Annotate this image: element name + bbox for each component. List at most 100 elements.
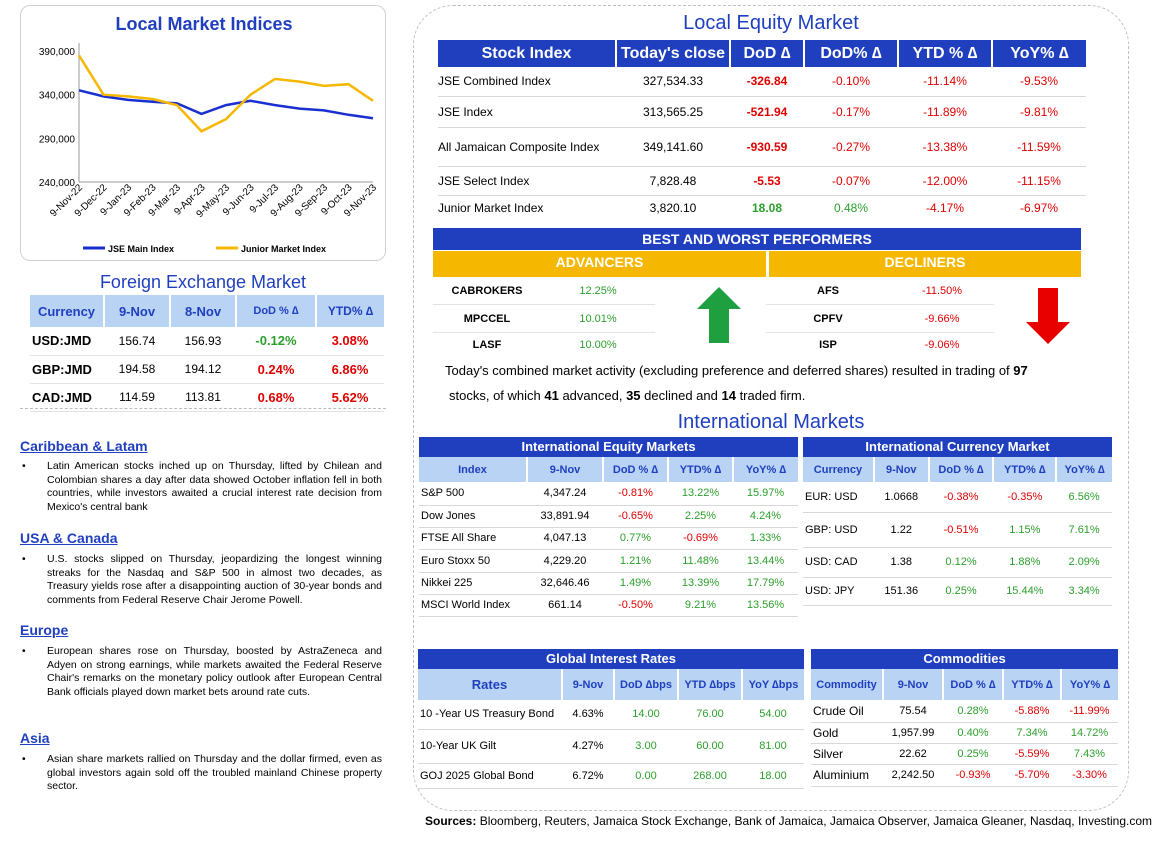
eq-ytd: -11.89% — [898, 96, 992, 128]
rates-table: Rates 9-Nov DoD ∆bps YTD ∆bps YoY ∆bps 1… — [418, 669, 804, 789]
table-row: USD: JPY 151.36 0.25% 15.44% 3.34% — [803, 577, 1112, 606]
ie-ytd: -0.69% — [668, 527, 733, 550]
ie-yoy: 4.24% — [733, 505, 798, 528]
summary-advanced: 41 — [544, 388, 559, 403]
fx-row: USD:JMD 156.74 156.93 -0.12% 3.08% — [30, 327, 384, 356]
market-summary: Today's combined market activity (exclud… — [445, 358, 1085, 408]
cm-name: Silver — [811, 743, 883, 765]
summary-firm: 14 — [721, 388, 736, 403]
decliner-pct: -9.06% — [924, 339, 960, 351]
ie-name: MSCI World Index — [419, 594, 527, 617]
ie-v: 4,347.24 — [527, 482, 603, 506]
fx-currency: CAD:JMD — [30, 383, 104, 412]
summary-text: traded firm. — [735, 388, 806, 403]
ic-yoy: 3.34% — [1056, 577, 1112, 606]
list-item: CPFV -9.66% — [766, 305, 994, 333]
eq-dodp: 0.48% — [833, 201, 869, 216]
legend-label-jse: JSE Main Index — [108, 244, 174, 254]
cm-dod: 0.25% — [943, 743, 1003, 765]
cm-ytd: -5.59% — [1003, 743, 1061, 765]
table-row: Silver 22.62 0.25% -5.59% 7.43% — [811, 743, 1118, 765]
table-row: USD: CAD 1.38 0.12% 1.88% 2.09% — [803, 547, 1112, 578]
fx-row: GBP:JMD 194.58 194.12 0.24% 6.86% — [30, 355, 384, 384]
eq-close: 349,141.60 — [616, 127, 730, 167]
ie-v: 4,047.13 — [527, 527, 603, 550]
news-text: European shares rose on Thursday, booste… — [47, 645, 382, 698]
ie-header: 9-Nov — [527, 457, 604, 482]
eq-header-close: Today's close — [616, 40, 731, 67]
ie-name: FTSE All Share — [419, 527, 527, 550]
table-row: Gold 1,957.99 0.40% 7.34% 14.72% — [811, 722, 1118, 744]
table-row: Junior Market Index 3,820.10 18.08 0.48%… — [438, 195, 1086, 221]
eq-ytd: -4.17% — [925, 201, 965, 216]
chart-title: Local Market Indices — [115, 14, 293, 34]
fx-ytd: 3.08% — [316, 327, 384, 356]
ic-name: USD: CAD — [803, 547, 874, 578]
news-item-asia: • Asian share markets rallied on Thursda… — [20, 753, 382, 794]
ic-dod: -0.51% — [928, 512, 994, 548]
bullet-icon: • — [22, 753, 26, 765]
ic-yoy: 6.56% — [1056, 482, 1112, 513]
junior-market-series-line — [77, 54, 374, 133]
eq-yoy: -9.81% — [992, 96, 1086, 128]
eq-header-ytd: YTD % ∆ — [898, 40, 993, 67]
cm-header: YTD% ∆ — [1003, 669, 1062, 700]
ie-yoy: 13.44% — [733, 549, 798, 573]
ic-v: 1.22 — [873, 512, 929, 548]
sources-line: Sources: Bloomberg, Reuters, Jamaica Sto… — [425, 814, 1152, 828]
rt-ytd: 268.00 — [678, 763, 742, 789]
ie-header: YoY% ∆ — [733, 457, 798, 482]
cm-name: Aluminium — [811, 764, 883, 787]
ie-dod: -0.81% — [603, 482, 668, 506]
cm-header: Commodity — [811, 669, 884, 700]
y-tick-label: 340,000 — [39, 91, 76, 102]
rt-name: 10 -Year US Treasury Bond — [418, 700, 562, 730]
sources-label: Sources: — [425, 814, 477, 828]
ic-name: USD: JPY — [803, 577, 874, 606]
news-head-usa[interactable]: USA & Canada — [20, 530, 118, 546]
eq-name: Junior Market Index — [438, 201, 544, 216]
eq-header-yoy: YoY% ∆ — [992, 40, 1086, 67]
cm-header: DoD % ∆ — [943, 669, 1004, 700]
ie-ytd: 9.21% — [668, 594, 733, 617]
down-arrow-icon — [1026, 288, 1070, 344]
fx-dod: -0.12% — [236, 327, 316, 356]
news-text: Latin American stocks inched up on Thurs… — [47, 460, 382, 513]
rt-v: 4.27% — [562, 729, 614, 764]
table-row: FTSE All Share 4,047.13 0.77% -0.69% 1.33% — [419, 527, 798, 550]
right-panel-border — [413, 5, 1129, 811]
fx-prev: 113.81 — [170, 383, 236, 412]
ie-ytd: 11.48% — [668, 549, 733, 573]
list-item: AFS -11.50% — [766, 277, 994, 305]
ie-name: S&P 500 — [419, 482, 527, 506]
bullet-icon: • — [22, 460, 26, 472]
list-item: CABROKERS 12.25% — [433, 277, 655, 305]
cm-yoy: 14.72% — [1061, 722, 1118, 744]
fx-ytd: 5.62% — [316, 383, 384, 412]
table-row: GBP: USD 1.22 -0.51% 1.15% 7.61% — [803, 512, 1112, 548]
news-head-caribbean[interactable]: Caribbean & Latam — [20, 438, 148, 454]
news-head-europe[interactable]: Europe — [20, 622, 69, 638]
ie-v: 4,229.20 — [527, 549, 603, 573]
eq-dodp: -0.07% — [804, 166, 898, 196]
rt-v: 6.72% — [562, 763, 614, 789]
summary-total: 97 — [1013, 363, 1028, 378]
table-row: Crude Oil 75.54 0.28% -5.88% -11.99% — [811, 700, 1118, 723]
news-head-asia[interactable]: Asia — [20, 730, 50, 746]
ic-header: YTD% ∆ — [993, 457, 1058, 482]
ie-header: YTD% ∆ — [668, 457, 734, 482]
ie-dod: 1.49% — [603, 572, 668, 595]
jse-main-series-line — [78, 89, 374, 120]
fx-table: Currency 9-Nov 8-Nov DoD % ∆ YTD% ∆ USD:… — [30, 295, 384, 412]
advancer-pct: 10.00% — [579, 339, 617, 351]
eq-ytd: -11.14% — [898, 67, 992, 97]
ie-dod: -0.65% — [603, 505, 668, 528]
eq-ytd: -13.38% — [898, 127, 992, 167]
ie-ytd: 2.25% — [668, 505, 733, 528]
table-row: JSE Combined Index 327,534.33 -326.84 -0… — [438, 67, 1086, 97]
eq-yoy: -11.15% — [992, 166, 1086, 196]
ic-dod: 0.25% — [928, 577, 994, 606]
equity-title: Local Equity Market — [683, 12, 859, 34]
cm-ytd: -5.88% — [1003, 700, 1061, 723]
news-text: U.S. stocks slipped on Thursday, jeopard… — [47, 553, 382, 606]
